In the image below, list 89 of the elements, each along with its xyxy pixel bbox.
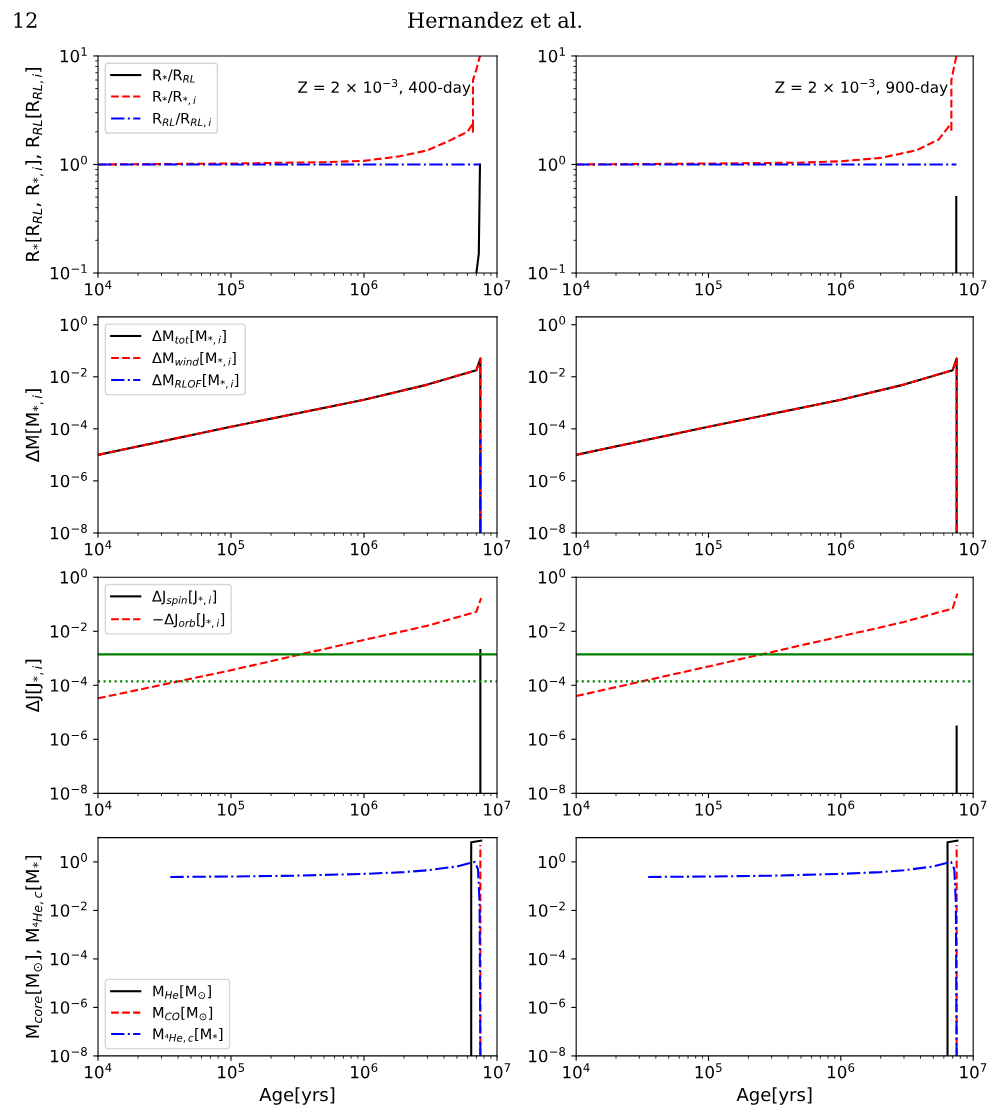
- y-tick-label: 10$^{−4}$: [50, 420, 88, 436]
- x-tick-label: 10$^{5}$: [695, 1063, 722, 1079]
- x-tick-label: 10$^{6}$: [351, 280, 378, 296]
- x-tick-label: 10$^{5}$: [218, 1063, 245, 1079]
- x-tick-label: 10$^{4}$: [563, 1063, 590, 1079]
- y-tick-label: 10$^{−4}$: [50, 950, 88, 966]
- annotation: Z = 2 × 10$^{−3}$, 400-day: [298, 78, 471, 96]
- legend-label: M$_{⁴He,c}$[M$_{*}$]: [153, 1028, 223, 1043]
- y-tick-label: 10$^{−4}$: [50, 676, 88, 692]
- legend-label: R$_{*}$/R$_{RL}$: [153, 69, 195, 83]
- y-tick-label: 10$^{−8}$: [529, 1047, 566, 1063]
- y-tick-label: 10$^{−4}$: [529, 420, 566, 436]
- legend-label: R$_{RL}$/R$_{RL,i}$: [153, 112, 212, 128]
- annotation: Z = 2 × 10$^{−3}$, 900-day: [775, 78, 948, 96]
- y-tick-label: 10$^{−2}$: [50, 622, 87, 638]
- x-tick-label: 10$^{6}$: [828, 1063, 855, 1079]
- y-tick-label: 10$^{−8}$: [50, 1047, 87, 1063]
- y-tick-label: 10$^{0}$: [60, 568, 87, 584]
- y-tick-label: 10$^{−6}$: [50, 998, 87, 1014]
- legend-label: ΔM$_{wind}$[M$_{*,i}$]: [152, 352, 236, 367]
- legend-label: ΔJ$_{spin}$[J$_{*,i}$]: [152, 590, 217, 606]
- legend-label: R$_{*}$/R$_{*,i}$: [153, 90, 196, 106]
- x-tick-label: 10$^{6}$: [351, 1063, 378, 1079]
- y-tick-label: 10$^{−8}$: [529, 784, 566, 800]
- x-tick-label: 10$^{6}$: [351, 800, 378, 816]
- x-tick-label: 10$^{5}$: [218, 800, 245, 816]
- x-axis-title: Age[yrs]: [736, 1087, 812, 1105]
- x-tick-label: 10$^{4}$: [85, 280, 112, 296]
- y-tick-label: 10$^{0}$: [538, 568, 566, 584]
- y-axis-title: ΔM[M$_{*,i}$]: [25, 389, 44, 463]
- x-tick-label: 10$^{4}$: [563, 540, 590, 556]
- y-tick-label: 10$^{0}$: [538, 315, 566, 332]
- x-tick-label: 10$^{4}$: [563, 280, 590, 296]
- y-tick-label: 10$^{−2}$: [50, 367, 87, 384]
- text: 12: [14, 12, 37, 28]
- y-tick-label: 10$^{−4}$: [529, 676, 566, 692]
- y-tick-label: 10$^{−6}$: [50, 730, 87, 746]
- x-tick-label: 10$^{5}$: [695, 280, 722, 296]
- x-tick-label: 10$^{5}$: [695, 800, 722, 816]
- x-tick-label: 10$^{4}$: [85, 800, 112, 816]
- y-tick-label: 10$^{0}$: [60, 315, 87, 332]
- x-tick-label: 10$^{6}$: [351, 540, 378, 556]
- y-tick-label: 10$^{0}$: [60, 155, 87, 171]
- x-tick-label: 10$^{4}$: [85, 540, 112, 556]
- x-tick-label: 10$^{7}$: [960, 280, 987, 296]
- x-tick-label: 10$^{7}$: [484, 540, 511, 556]
- y-tick-label: 10$^{−6}$: [50, 472, 87, 488]
- legend-label: ΔM$_{RLOF}$[M$_{*,i}$]: [152, 374, 239, 389]
- x-tick-label: 10$^{7}$: [960, 800, 987, 816]
- text: M$_{core}$[M$_{⊙}$], M$_{⁴He,c}$[M$_{*}$]: [25, 855, 44, 1038]
- y-tick-label: 10$^{−1}$: [50, 264, 87, 280]
- legend-label: ΔM$_{tot}$[M$_{*,i}$]: [152, 330, 226, 345]
- y-tick-label: 10$^{−8}$: [50, 524, 87, 540]
- x-tick-label: 10$^{7}$: [960, 540, 987, 556]
- y-tick-label: 10$^{0}$: [60, 853, 87, 869]
- x-tick-label: 10$^{6}$: [828, 540, 855, 556]
- y-tick-label: 10$^{−1}$: [529, 264, 565, 280]
- y-tick-label: 10$^{−8}$: [50, 784, 87, 800]
- y-axis-title: ΔJ[J$_{*,i}$]: [25, 659, 44, 713]
- text: R$_{*}$[R$_{RL}$, R$_{*,i}$], R$_{RL}$[R$_{RL,i}$]: [25, 68, 44, 261]
- y-tick-label: 10$^{−2}$: [529, 622, 565, 638]
- x-tick-label: 10$^{4}$: [85, 1063, 112, 1079]
- x-tick-label: 10$^{7}$: [960, 1063, 987, 1079]
- legend-label: M$_{CO}$[M$_{⊙}$]: [153, 1006, 213, 1021]
- legend-label: M$_{He}$[M$_{⊙}$]: [153, 985, 211, 999]
- x-tick-label: 10$^{4}$: [563, 800, 590, 816]
- x-tick-label: 10$^{5}$: [218, 540, 245, 556]
- y-tick-label: 10$^{−6}$: [529, 472, 566, 488]
- x-tick-label: 10$^{5}$: [695, 540, 722, 556]
- x-axis-title: Age[yrs]: [259, 1087, 335, 1105]
- y-tick-label: 10$^{0}$: [538, 853, 566, 869]
- y-tick-label: 10$^{−6}$: [529, 730, 566, 746]
- x-tick-label: 10$^{5}$: [218, 280, 245, 296]
- text: Hernandez et al.: [408, 11, 582, 28]
- y-tick-label: 10$^{0}$: [538, 155, 566, 171]
- x-tick-label: 10$^{6}$: [828, 800, 855, 816]
- x-tick-label: 10$^{7}$: [484, 800, 511, 816]
- y-tick-label: 10$^{−2}$: [50, 901, 87, 917]
- x-tick-label: 10$^{7}$: [484, 280, 511, 296]
- y-tick-label: 10$^{−2}$: [529, 901, 565, 917]
- x-tick-label: 10$^{7}$: [484, 1063, 511, 1079]
- y-tick-label: 10$^{−4}$: [529, 950, 566, 966]
- y-tick-label: 10$^{1}$: [60, 47, 87, 63]
- y-tick-label: 10$^{−6}$: [529, 998, 566, 1014]
- y-tick-label: 10$^{−2}$: [529, 367, 565, 384]
- y-tick-label: 10$^{1}$: [538, 47, 565, 63]
- y-tick-label: 10$^{−8}$: [529, 524, 566, 540]
- x-tick-label: 10$^{6}$: [828, 280, 855, 296]
- legend-label: −ΔJ$_{orb}$[J$_{*,i}$]: [153, 613, 225, 628]
